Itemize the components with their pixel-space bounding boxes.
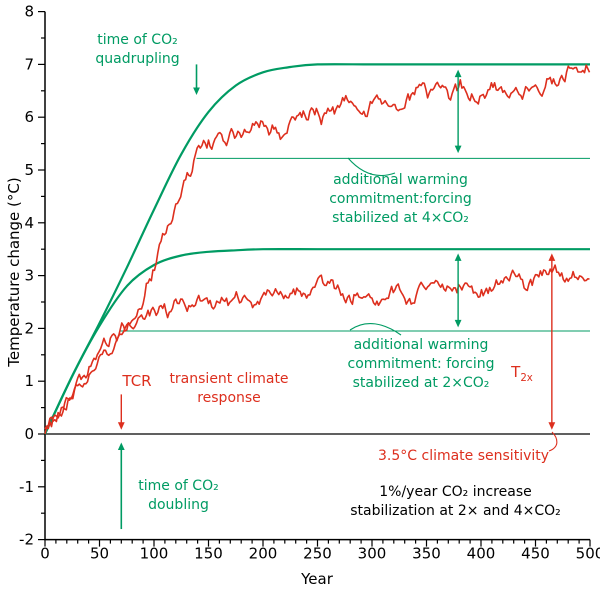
y-tick-label: 0 <box>24 425 34 443</box>
leader-climate-sensitivity <box>548 431 558 452</box>
leader-commitment-2x <box>349 323 402 336</box>
t2x-arrow-head <box>548 253 556 261</box>
y-axis-title: Temperature change (°C) <box>5 177 23 367</box>
y-tick-label: 6 <box>24 108 34 126</box>
x-tick-label: 350 <box>412 545 441 563</box>
y-tick-label: 7 <box>24 55 34 73</box>
series-transient_2x <box>44 264 590 435</box>
tcr-arrow-head <box>117 422 125 430</box>
doubling-time-arrow-head <box>117 442 125 450</box>
quadrupling-time-arrow-head <box>193 87 200 96</box>
x-tick-label: 50 <box>90 545 109 563</box>
x-tick-label: 500 <box>576 545 600 563</box>
x-tick-label: 450 <box>521 545 550 563</box>
y-tick-label: 3 <box>24 267 34 285</box>
y-tick-label: 1 <box>24 372 34 390</box>
commitment-4x-arrow-head2 <box>454 145 462 154</box>
x-axis-title: Year <box>301 570 333 588</box>
x-tick-label: 250 <box>303 545 332 563</box>
series-equilibrium_4x <box>44 63 590 435</box>
axes-frame <box>44 11 590 541</box>
leader-commitment-4x <box>347 157 396 176</box>
y-tick-label: -1 <box>19 478 34 496</box>
y-tick-label: 8 <box>24 3 34 21</box>
series-equilibrium_2x <box>44 248 590 435</box>
y-tick-label: 5 <box>24 161 34 179</box>
x-tick-label: 0 <box>40 545 50 563</box>
commitment-2x-arrow-head <box>454 253 462 261</box>
x-tick-label: 150 <box>194 545 223 563</box>
x-tick-label: 200 <box>249 545 278 563</box>
y-tick-label: 4 <box>24 214 34 232</box>
t2x-arrow-head2 <box>548 422 556 430</box>
x-tick-label: 400 <box>467 545 496 563</box>
x-tick-label: 100 <box>140 545 169 563</box>
commitment-2x-arrow-head2 <box>454 319 462 328</box>
y-tick-label: 2 <box>24 319 34 337</box>
commitment-4x-arrow-head <box>454 69 462 78</box>
series-transient_4x <box>44 64 591 430</box>
y-tick-label: -2 <box>19 531 34 549</box>
x-tick-label: 300 <box>358 545 387 563</box>
